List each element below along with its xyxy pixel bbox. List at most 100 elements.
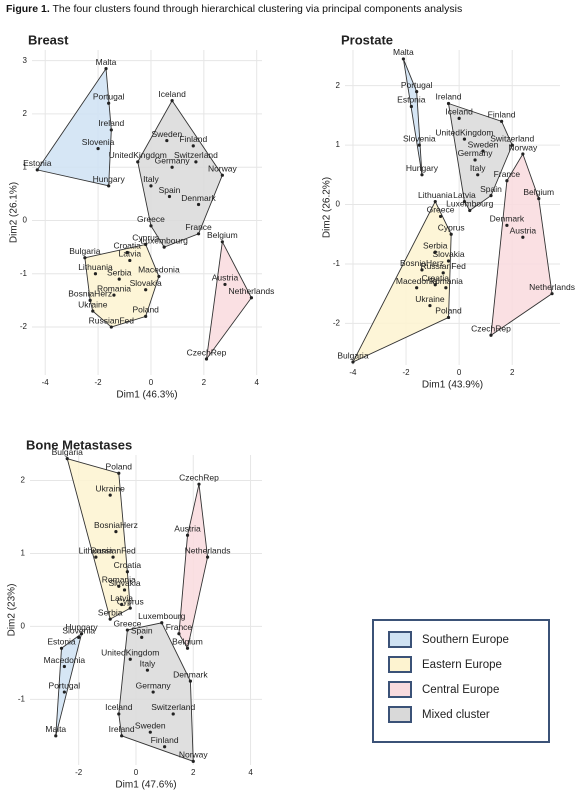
- point-label: Latvia: [118, 249, 141, 259]
- x-axis-label: Dim1 (46.3%): [116, 390, 177, 401]
- y-tick-label: 2: [336, 81, 341, 90]
- legend-item: Mixed cluster: [388, 702, 548, 727]
- point-label: Estonia: [397, 95, 426, 105]
- caption: Figure 1. The four clusters found throug…: [6, 3, 462, 15]
- x-axis-label: Dim1 (47.6%): [115, 780, 176, 791]
- point: [117, 584, 121, 588]
- point: [205, 555, 210, 559]
- x-tick-label: -4: [42, 378, 50, 387]
- point-label: Austria: [510, 225, 537, 235]
- point: [401, 57, 405, 61]
- point: [537, 196, 541, 201]
- point: [500, 119, 504, 123]
- point: [505, 223, 509, 227]
- point: [188, 679, 192, 683]
- point-label: Ireland: [436, 92, 462, 102]
- point-label: Spain: [159, 185, 181, 195]
- point: [62, 664, 66, 669]
- point-label: CzechRep: [179, 472, 219, 482]
- y-tick-label: -2: [20, 322, 28, 331]
- point: [117, 471, 121, 475]
- point-label: Croatia: [113, 241, 141, 251]
- point-label: Bulgaria: [337, 350, 368, 360]
- point: [104, 67, 108, 71]
- point: [415, 286, 419, 290]
- cluster-hull: [178, 484, 209, 650]
- point-label: Portugal: [49, 680, 81, 690]
- point: [223, 282, 227, 287]
- point: [428, 303, 432, 308]
- point: [185, 533, 190, 537]
- point-label: Switzerland: [174, 150, 218, 160]
- point: [108, 493, 112, 497]
- point: [65, 457, 69, 461]
- chart-title: Prostate: [341, 32, 393, 47]
- point: [108, 617, 112, 621]
- legend-swatch: [388, 656, 412, 673]
- point: [191, 144, 195, 148]
- point-label: BosniaHerz: [400, 258, 444, 268]
- point: [35, 168, 39, 172]
- point: [151, 690, 155, 694]
- point: [446, 101, 451, 106]
- point: [191, 759, 195, 763]
- point-label: Denmark: [173, 669, 208, 679]
- x-tick-label: 0: [457, 368, 462, 377]
- point: [185, 646, 190, 650]
- y-tick-label: 0: [23, 216, 28, 225]
- point-label: Hungary: [93, 174, 126, 184]
- point-label: Malta: [393, 47, 414, 57]
- point: [194, 160, 198, 164]
- point-label: Romania: [102, 575, 136, 585]
- point-label: RussianFed: [89, 315, 135, 325]
- point: [125, 628, 129, 632]
- point-label: Estonia: [47, 637, 76, 647]
- point: [433, 199, 437, 204]
- point: [91, 309, 95, 313]
- cluster-hull: [84, 243, 160, 328]
- point-label: Greece: [427, 205, 455, 215]
- point-label: Belgium: [207, 230, 238, 240]
- y-tick-label: -2: [333, 319, 341, 328]
- point: [59, 646, 64, 650]
- point-label: Switzerland: [490, 133, 534, 143]
- point-label: Ukraine: [415, 294, 445, 304]
- point-label: Luxembourg: [138, 611, 186, 621]
- point-label: Sweden: [468, 139, 499, 149]
- point: [145, 668, 150, 672]
- point: [117, 277, 121, 281]
- point: [446, 259, 451, 263]
- point: [204, 357, 209, 361]
- point: [489, 333, 493, 337]
- point: [521, 235, 525, 239]
- point: [220, 173, 224, 177]
- legend-label: Mixed cluster: [422, 708, 490, 721]
- point-label: CzechRep: [187, 347, 227, 357]
- point-label: Austria: [174, 523, 201, 533]
- legend-swatch: [388, 631, 412, 648]
- point: [196, 232, 201, 236]
- point-label: Serbia: [98, 607, 123, 617]
- point: [157, 274, 161, 279]
- y-tick-label: 1: [21, 549, 26, 558]
- point-label: Belgium: [172, 637, 203, 647]
- point-label: Austria: [212, 273, 239, 283]
- y-axis-label: Dim2 (26.2%): [322, 177, 333, 238]
- point: [550, 292, 554, 296]
- point-label: Lithuania: [78, 262, 113, 272]
- point-label: Slovenia: [403, 133, 436, 143]
- cluster-hull: [55, 632, 83, 736]
- point-label: Denmark: [181, 193, 216, 203]
- x-tick-label: -2: [95, 378, 103, 387]
- point: [476, 173, 480, 177]
- point-label: Netherlands: [229, 286, 275, 296]
- point-label: Lithuania: [418, 190, 453, 200]
- point: [83, 256, 87, 260]
- point-label: Ukraine: [96, 483, 126, 493]
- point: [489, 194, 493, 198]
- point: [120, 734, 124, 738]
- point: [107, 101, 111, 105]
- point: [457, 116, 461, 120]
- point-label: BosniaHerz: [94, 520, 138, 530]
